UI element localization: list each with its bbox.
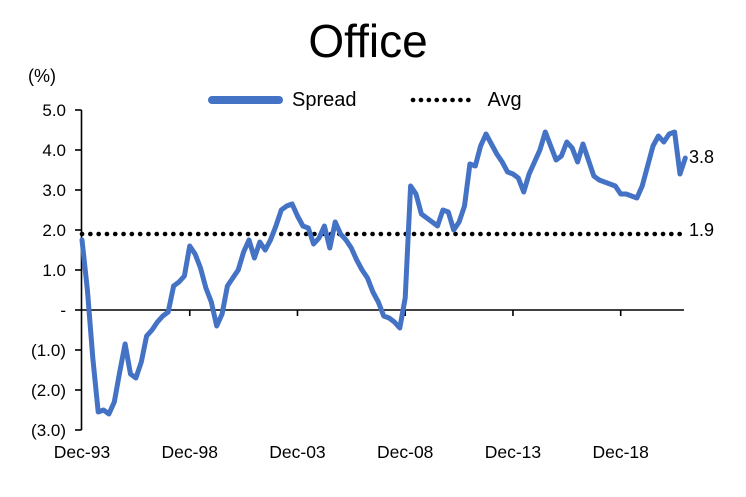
y-tick-label: (3.0)	[31, 420, 66, 440]
axes	[75, 109, 684, 431]
y-tick-label: 5.0	[42, 100, 66, 120]
x-tick-label: Dec-98	[161, 442, 218, 462]
legend-avg-label: Avg	[487, 88, 522, 111]
legend-spread-label: Spread	[292, 88, 357, 111]
x-tick-label: Dec-08	[377, 442, 434, 462]
x-tick-label: Dec-18	[592, 442, 649, 462]
y-tick-label: 3.0	[42, 180, 66, 200]
x-tick-label: Dec-13	[484, 442, 542, 462]
x-tick-label: Dec-93	[53, 442, 111, 462]
legend-avg-dotted-swatch	[410, 97, 477, 103]
avg-value-label: 1.9	[689, 220, 715, 240]
y-axis-unit-label: (%)	[28, 66, 56, 86]
y-tick-label: 4.0	[42, 140, 66, 160]
x-tick-label: Dec-03	[269, 442, 326, 462]
legend-spread-line-swatch	[208, 96, 283, 104]
legend: Spread Avg	[208, 88, 522, 112]
chart-title: Office	[308, 15, 428, 67]
y-tick-label: 2.0	[42, 220, 66, 240]
spread-line	[79, 129, 688, 417]
y-tick-label: 1.0	[42, 260, 66, 280]
y-tick-label: (1.0)	[31, 340, 66, 360]
y-tick-label: (2.0)	[31, 380, 66, 400]
y-tick-label: -	[60, 300, 66, 320]
spread-end-value-label: 3.8	[689, 147, 715, 167]
